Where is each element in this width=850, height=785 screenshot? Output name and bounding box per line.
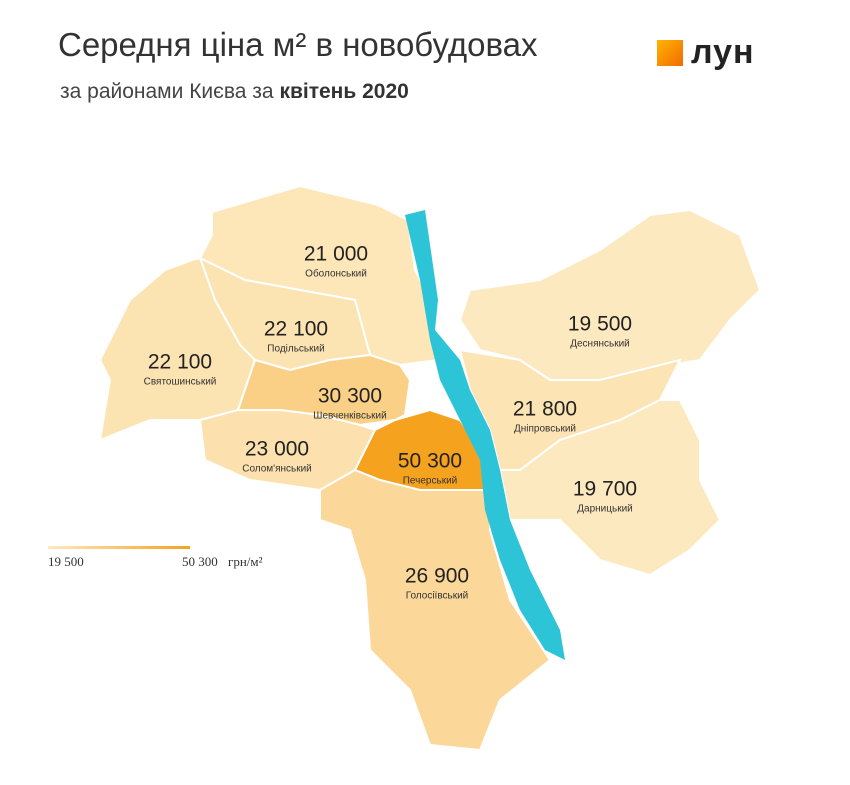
district [319, 468, 552, 752]
district-value: 19 500 [568, 313, 632, 336]
district-name: Голосіївський [406, 591, 469, 602]
logo-icon [657, 39, 683, 66]
legend-min: 19 500 [48, 554, 84, 569]
district [498, 399, 722, 577]
district-value: 19 700 [573, 478, 637, 501]
logo-text: лун [691, 33, 755, 71]
district [458, 208, 762, 381]
subtitle-period: квітень 2020 [279, 80, 409, 103]
district-value: 23 000 [245, 438, 309, 461]
legend-max: 50 300 [182, 554, 218, 569]
district-name: Дніпровський [514, 424, 576, 435]
district [98, 256, 257, 442]
district-name: Солом'янський [242, 464, 312, 475]
subtitle: за районами Києва за квітень 2020 [60, 80, 409, 104]
district-value: 22 100 [264, 318, 328, 341]
district-name: Печерський [403, 476, 458, 487]
district-value: 50 300 [398, 450, 462, 473]
subtitle-text: за районами Києва за [60, 80, 280, 103]
district-value: 30 300 [318, 385, 382, 408]
district-value: 21 800 [513, 398, 577, 421]
district-name: Шевченківський [313, 411, 386, 422]
river [405, 210, 565, 660]
district-name: Оболонський [305, 268, 367, 280]
district-value: 22 100 [148, 351, 212, 374]
district-name: Святошинський [144, 377, 217, 388]
district-value: 26 900 [405, 565, 469, 588]
title: Середня ціна м² в новобудовах [58, 26, 538, 63]
district-name: Деснянський [570, 339, 630, 350]
district-name: Подільський [267, 344, 324, 355]
district-value: 21 000 [304, 243, 368, 266]
legend-bar [48, 546, 190, 549]
legend-unit: грн/м² [228, 554, 263, 569]
district-name: Дарницький [577, 504, 633, 515]
logo: лун [657, 33, 755, 72]
